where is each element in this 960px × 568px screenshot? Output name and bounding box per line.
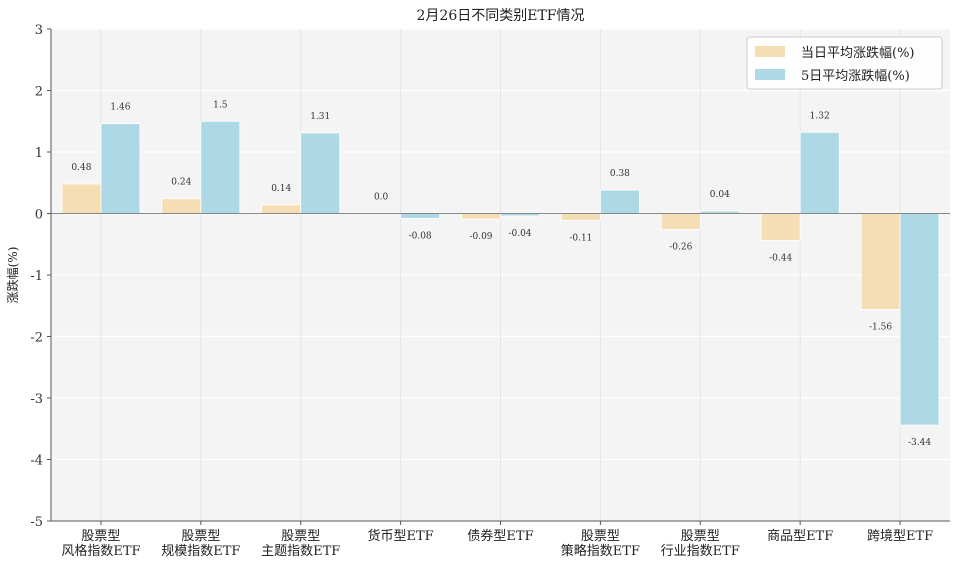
data-label: -0.04: [508, 229, 531, 239]
x-category-label: 行业指数ETF: [661, 544, 740, 559]
x-category-label: 股票型: [81, 529, 120, 544]
bar-daily: [660, 213, 701, 230]
data-label: 0.38: [610, 169, 630, 179]
x-category-label: 股票型: [581, 529, 620, 544]
grid-lines: [51, 28, 950, 522]
x-category-label: 股票型: [281, 529, 320, 544]
bar-daily: [760, 213, 801, 241]
data-label: 0.24: [171, 178, 191, 188]
data-label: -0.09: [469, 232, 492, 242]
data-label: 0.0: [374, 193, 389, 203]
bar-five-day: [899, 213, 940, 426]
bar-five-day: [400, 213, 441, 219]
bar-five-day: [300, 132, 341, 214]
y-axis-label: 涨跌幅(%): [5, 247, 20, 304]
data-label: -0.11: [569, 233, 592, 243]
data-label: -3.44: [908, 438, 931, 448]
x-category-label: 股票型: [181, 529, 220, 544]
legend-swatch: [755, 46, 785, 57]
bars: [61, 120, 940, 426]
y-tick-label: 2: [35, 85, 43, 100]
data-label: 1.31: [310, 112, 330, 122]
y-tick-label: -5: [30, 515, 43, 530]
bar-daily: [461, 213, 501, 220]
bar-five-day: [100, 123, 141, 214]
legend-label: 当日平均涨跌幅(%): [801, 45, 915, 61]
data-label: 0.48: [71, 163, 91, 173]
x-category-label: 风格指数ETF: [61, 543, 140, 559]
x-category-label: 主题指数ETF: [261, 544, 340, 559]
data-labels: 0.48 0.24 0.14 0.0 -0.09 -0.11 -0.26 -0.44 -1.56…: [71, 100, 931, 448]
data-label: 1.32: [810, 111, 830, 121]
data-label: 1.46: [110, 103, 130, 113]
x-category-label: 规模指数ETF: [161, 544, 240, 559]
bar-five-day: [599, 189, 640, 214]
x-category-label: 策略指数ETF: [561, 543, 640, 559]
data-label: -0.26: [669, 242, 692, 252]
y-tick-label: 1: [35, 146, 43, 161]
y-tick-label: -1: [30, 269, 43, 284]
data-label: 0.14: [271, 184, 291, 194]
y-tick-label: -4: [30, 454, 43, 469]
legend-swatch: [755, 69, 785, 80]
y-tick-label: 3: [35, 23, 43, 38]
data-label: 1.5: [213, 100, 228, 110]
data-label: -1.56: [869, 322, 892, 332]
y-ticks: 3 2 1 0 -1 -2 -3 -4 -5: [30, 23, 51, 530]
chart-title: 2月26日不同类别ETF情况: [417, 8, 585, 24]
data-label: -0.08: [409, 231, 432, 241]
legend: 当日平均涨跌幅(%) 5日平均涨跌幅(%): [746, 36, 943, 90]
x-category-label: 商品型ETF: [767, 529, 833, 544]
bar-daily: [61, 183, 102, 214]
x-category-label: 货币型ETF: [368, 528, 434, 544]
y-tick-label: 0: [35, 208, 43, 223]
x-category-label: 跨境型ETF: [867, 529, 933, 544]
bar-five-day: [200, 120, 241, 214]
y-tick-label: -3: [30, 392, 43, 407]
data-label: 0.04: [710, 190, 730, 200]
bar-daily: [161, 198, 202, 214]
bar-daily: [261, 204, 302, 214]
x-category-label: 股票型: [681, 529, 720, 544]
legend-label: 5日平均涨跌幅(%): [801, 68, 910, 84]
y-tick-label: -2: [30, 331, 43, 346]
data-label: -0.44: [769, 254, 792, 264]
bar-daily: [860, 213, 901, 310]
bar-five-day: [799, 131, 840, 214]
bar-daily: [560, 213, 601, 221]
x-category-label: 债券型ETF: [467, 528, 533, 544]
legend-box: [746, 36, 943, 90]
